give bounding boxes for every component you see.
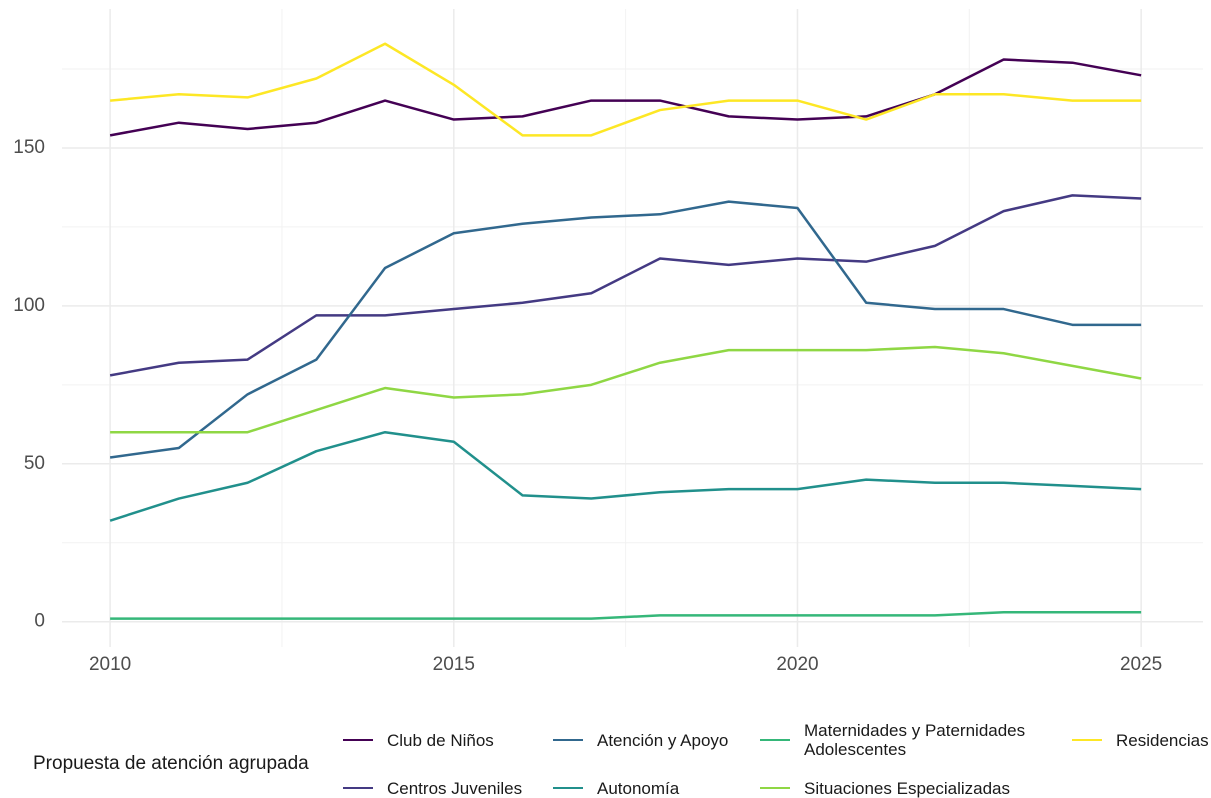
legend-item: Club de Niños: [343, 731, 494, 750]
series-line: [109, 430, 1142, 522]
legend-label: Centros Juveniles: [387, 778, 523, 798]
series-line: [110, 611, 1142, 620]
y-tick-label: 100: [13, 295, 45, 316]
series-line: [109, 42, 1142, 137]
y-tick-label: 50: [24, 453, 45, 474]
legend-key: [553, 739, 583, 741]
x-tick-label: 2020: [776, 654, 818, 675]
series-line: [110, 345, 1142, 434]
x-tick-label: 2025: [1120, 654, 1162, 675]
legend-item: Maternidades y Paternidades Adolescentes: [760, 721, 1054, 759]
y-tick-label: 150: [13, 137, 45, 158]
legend-item: Atención y Apoyo: [553, 731, 728, 750]
legend-item: Centros Juveniles: [343, 779, 522, 798]
series-line: [109, 200, 1142, 459]
legend-title: Propuesta de atención agrupada: [33, 753, 309, 774]
legend-key: [553, 787, 583, 789]
legend-label: Club de Niños: [387, 730, 494, 750]
chart: 0 50 100 150 2010 2015 2020 2025: [13, 9, 1203, 675]
x-tick-label: 2015: [433, 654, 475, 675]
legend-label: Residencias: [1116, 730, 1209, 750]
y-tick-label: 0: [34, 611, 45, 632]
legend-key: [1072, 739, 1102, 741]
legend-label: Autonomía: [597, 778, 680, 798]
legend-key: [760, 739, 790, 741]
legend-label: Situaciones Especializadas: [804, 778, 1011, 798]
legend-key: [760, 787, 790, 789]
legend-key: [343, 739, 373, 741]
legend-item: Autonomía: [553, 779, 679, 798]
legend-key: [343, 787, 373, 789]
legend-item: Situaciones Especializadas: [760, 779, 1054, 798]
series-line: [109, 194, 1142, 377]
legend-label: Atención y Apoyo: [597, 730, 729, 750]
x-tick-label: 2010: [89, 654, 131, 675]
series-line: [109, 58, 1142, 137]
legend-label: Maternidades y Paternidades Adolescentes: [804, 721, 1026, 759]
legend-item: Residencias: [1072, 731, 1209, 750]
